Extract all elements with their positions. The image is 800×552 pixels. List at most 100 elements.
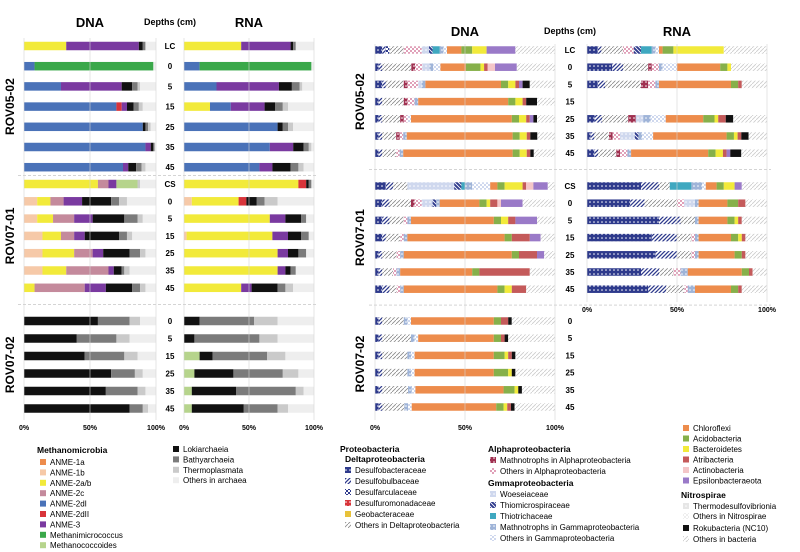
bar-dna-rov05-02-25-epsilonbacteraeota xyxy=(529,115,534,123)
bar-dna-rov07-02-25-others-in-deltaproteobacteria xyxy=(382,368,408,377)
bar-rna-rov05-02-25-others-in-gammaproteobacteria xyxy=(650,115,666,123)
legend-swatch-geobacteraceae xyxy=(345,511,351,517)
depth-label: 0 xyxy=(568,199,573,208)
bar-rna-rov05-02-0-desulfobulbaceae xyxy=(612,63,623,71)
legend-label-others-in-alphaproteobacteria: Others in Alphaproteobacteria xyxy=(500,467,606,476)
bar-dna-rov07-01-cs-thermoplasmata xyxy=(137,179,141,189)
bar-dna-rov05-02-15-others-in-archaea xyxy=(142,102,156,111)
bar-dna-rov05-02-5-mathnotrophs-in-gammaproteobacteria xyxy=(421,80,426,89)
bar-rna-rov07-01-45-desulfobulbaceae xyxy=(648,285,667,293)
bar-dna-rov07-02-35-others-in-gammaproteobacteria xyxy=(411,386,416,394)
bar-dna-rov07-01-0-atribacteria xyxy=(490,199,498,207)
bar-dna-rov07-02-35-bathyarchaeia xyxy=(105,386,138,396)
bar-dna-rov07-01-35-chloroflexi xyxy=(400,268,473,276)
bar-rna-rov05-02-35-anme-2di xyxy=(184,142,270,152)
bar-rna-rov07-01-35-chloroflexi xyxy=(687,268,742,276)
bar-dna-rov07-01-cs-thiotrichaceae xyxy=(461,182,465,190)
bar-dna-rov05-02-45-rokubacteria-nc10 xyxy=(530,149,534,157)
bar-dna-rov05-02-0-bacteroidetes xyxy=(480,63,485,71)
bar-dna-rov07-01-25-chloroflexi xyxy=(403,251,512,259)
bar-rna-rov05-02-5-anme-3 xyxy=(216,82,279,91)
bar-rna-rov07-01-5-others-in-deltaproteobacteria xyxy=(680,216,695,225)
bar-rna-rov07-01-35-others-in-bacteria xyxy=(752,268,767,276)
bar-dna-rov05-02-35-desulfobulbaceae xyxy=(378,132,383,140)
bar-dna-rov07-01-0-anme-2a-b xyxy=(37,197,51,206)
bar-rna-rov05-02-0-desulfobacteraceae xyxy=(587,63,613,71)
bar-rna-rov07-01-0-anme-1b xyxy=(184,197,192,206)
bar-rna-rov05-02-lc-desulfobacteraceae xyxy=(587,46,598,54)
bar-dna-rov05-02-15-rokubacteria-nc10 xyxy=(526,97,537,106)
bar-rna-rov07-01-45-others-in-bacteria xyxy=(741,285,767,293)
legend-label-methanococcoides: Methanococcoides xyxy=(50,541,117,550)
legend-swatch-others-in-archaea xyxy=(173,477,179,484)
bar-rna-rov05-02-0-others-in-bacteria xyxy=(731,63,767,71)
bar-rna-rov05-02-35-desulfobulbaceae xyxy=(590,132,595,140)
bar-rna-rov07-01-25-mathnotrophs-in-gammaproteobacteria xyxy=(695,251,699,259)
bar-dna-rov05-02-0-desulfobulbaceae xyxy=(378,63,383,71)
bar-dna-rov07-01-35-others-in-deltaproteobacteria xyxy=(382,268,393,276)
bar-rna-rov05-02-25-rokubacteria-nc10 xyxy=(725,115,734,123)
bar-dna-rov05-02-5-desulfobulbaceae xyxy=(382,80,386,89)
bar-rna-rov07-01-45-atribacteria xyxy=(738,285,742,293)
legend-label-chloroflexi: Chloroflexi xyxy=(693,424,731,433)
bar-rna-rov05-02-5-others-in-deltaproteobacteria xyxy=(605,80,641,89)
bar-rna-rov05-02-0-others-in-archaea xyxy=(311,61,314,71)
bar-dna-rov07-02-25-thermoplasmata xyxy=(134,369,143,378)
legend-swatch-desulfobacteraceae xyxy=(345,467,351,473)
bar-dna-rov07-01-5-thermoplasmata xyxy=(137,214,143,223)
bar-dna-rov05-02-lc-others-in-bacteria xyxy=(515,46,555,54)
bar-dna-rov07-02-45-chloroflexi xyxy=(411,403,497,411)
bar-rna-rov07-02-15-thermoplasmata xyxy=(267,351,286,361)
bar-dna-rov07-02-35-desulfobacteraceae xyxy=(375,386,379,394)
bar-rna-rov05-02-5-desulfobacteraceae xyxy=(587,80,598,89)
depth-label: 35 xyxy=(566,268,575,277)
bar-rna-rov05-02-25-chloroflexi xyxy=(665,115,704,123)
bar-dna-rov07-02-15-others-in-archaea xyxy=(137,351,156,361)
bar-dna-rov05-02-5-bacteroidetes xyxy=(508,80,516,89)
bar-dna-rov05-02-35-others-in-archaea xyxy=(154,142,156,152)
bar-rna-rov07-01-45-others-in-archaea xyxy=(293,283,314,293)
bar-rna-rov07-01-25-others-in-alphaproteobacteria xyxy=(691,251,695,259)
depth-label: 45 xyxy=(566,285,575,294)
bar-rna-rov07-01-0-desulfobulbaceae xyxy=(630,199,645,207)
bar-dna-rov07-01-0-anme-1b xyxy=(24,197,38,206)
bar-dna-rov07-02-45-others-in-deltaproteobacteria xyxy=(382,403,405,411)
depth-label: 45 xyxy=(166,405,175,414)
bar-rna-rov07-01-25-acidobacteria xyxy=(734,251,742,259)
bar-dna-rov05-02-0-others-in-gammaproteobacteria xyxy=(433,63,441,71)
bar-rna-rov07-02-0-thermoplasmata xyxy=(254,316,278,326)
bar-rna-rov05-02-35-acidobacteria xyxy=(726,132,734,140)
depth-label: 25 xyxy=(166,123,175,132)
bar-dna-rov05-02-15-anme-2di xyxy=(24,102,117,111)
legend-swatch-anme-2dii xyxy=(40,511,46,517)
bar-rna-rov05-02-0-chloroflexi xyxy=(677,63,721,71)
bar-dna-rov07-02-0-chloroflexi xyxy=(411,317,494,325)
bar-dna-rov07-01-35-bathyarchaeia xyxy=(121,266,125,275)
legend-swatch-acidobacteria xyxy=(683,435,689,442)
bar-dna-rov07-01-25-others-in-archaea xyxy=(145,248,156,258)
legend-label-geobacteraceae: Geobacteraceae xyxy=(355,510,415,519)
bar-rna-rov07-01-25-bathyarchaeia xyxy=(298,248,307,258)
chart-layer: DNA RNA Depths (cm) LC 0 5 15 25 35 45 ROV05-02 CS 0… xyxy=(3,15,777,550)
bar-rna-rov05-02-5-lokiarchaeia xyxy=(278,82,292,91)
bar-dna-rov05-02-15-desulfobulbaceae xyxy=(378,97,383,106)
bar-dna-rov05-02-5-others-in-bacteria xyxy=(529,80,555,89)
bar-rna-rov05-02-lc-others-in-archaea xyxy=(295,41,314,51)
legend-label-desulfuromonadaceae: Desulfuromonadaceae xyxy=(355,499,436,508)
bar-dna-rov07-01-0-others-in-alphaproteobacteria xyxy=(414,199,422,207)
bar-dna-rov05-02-45-atribacteria xyxy=(526,149,531,157)
bar-rna-rov07-01-35-anme-2a-b xyxy=(184,266,278,275)
bar-rna-rov07-01-35-lokiarchaeia xyxy=(285,266,291,275)
bar-dna-rov07-01-25-anme-1b xyxy=(24,248,43,258)
bar-rna-rov07-01-15-mathnotrophs-in-gammaproteobacteria xyxy=(695,233,699,242)
bar-rna-rov05-02-5-atribacteria xyxy=(738,80,742,89)
bar-dna-rov07-01-35-anme-2a-b xyxy=(42,266,67,275)
depth-label: 25 xyxy=(566,251,575,260)
bar-rna-rov05-02-45-others-in-alphaproteobacteria xyxy=(620,149,628,157)
bar-dna-rov07-01-cs-atribacteria xyxy=(522,182,527,190)
bar-rna-rov07-01-25-others-in-archaea xyxy=(306,248,314,258)
bar-rna-rov05-02-35-others-in-alphaproteobacteria xyxy=(612,132,621,140)
bar-rna-rov05-02-lc-desulfobulbaceae xyxy=(597,46,602,54)
bar-rna-rov07-01-0-anme-2a-b xyxy=(191,197,239,206)
bar-rna-rov07-01-45-chloroflexi xyxy=(695,285,731,293)
